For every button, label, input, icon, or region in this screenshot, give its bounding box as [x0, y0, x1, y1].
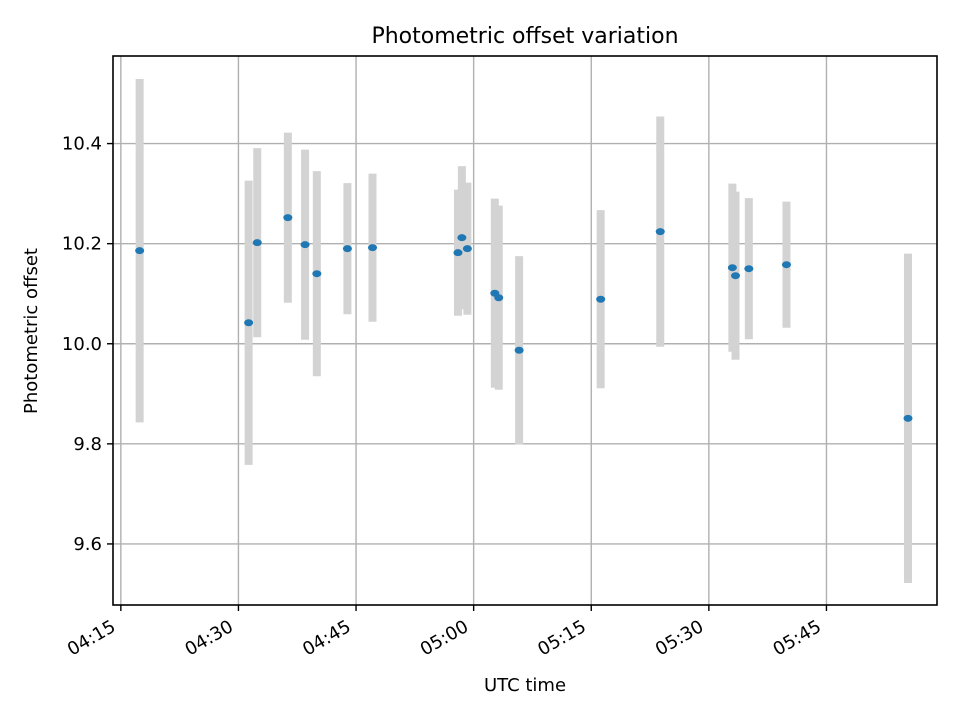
data-point	[494, 294, 504, 302]
y-tick-label: 10.0	[62, 334, 102, 355]
data-point	[731, 272, 741, 280]
x-tick-label: 04:45	[299, 616, 354, 660]
chart-title: Photometric offset variation	[371, 24, 678, 49]
data-point	[727, 264, 737, 272]
x-tick-label: 05:30	[652, 616, 707, 660]
data-point	[514, 346, 524, 354]
axis-ticks: 04:15 04:30 04:45 05:00 05:15 05:30 05:45 9.6 9.…	[62, 134, 828, 660]
y-tick-label: 10.2	[62, 234, 102, 255]
data-point	[368, 244, 378, 252]
data-point	[244, 319, 254, 327]
x-tick-label: 04:30	[182, 616, 237, 660]
data-point	[453, 249, 463, 257]
data-points	[135, 214, 913, 422]
x-tick-label: 04:15	[64, 616, 119, 660]
x-tick-label: 05:00	[417, 616, 472, 660]
grid	[113, 56, 937, 605]
y-axis-label: Photometric offset	[21, 248, 42, 414]
data-point	[596, 295, 606, 303]
data-point	[342, 245, 352, 253]
data-point	[781, 261, 791, 269]
data-point	[252, 239, 262, 247]
error-bars	[135, 79, 912, 583]
data-point	[312, 270, 322, 278]
data-point	[135, 247, 145, 255]
plot-frame	[112, 55, 938, 606]
data-point	[283, 214, 293, 222]
y-tick-label: 9.8	[73, 434, 102, 455]
x-tick-label: 05:15	[534, 616, 589, 660]
data-point	[300, 241, 310, 249]
data-point	[744, 265, 754, 273]
y-tick-label: 10.4	[62, 134, 102, 155]
data-point	[462, 245, 472, 253]
data-point	[903, 414, 913, 422]
y-tick-label: 9.6	[73, 534, 102, 555]
data-point	[457, 234, 467, 242]
x-axis-label: UTC time	[484, 675, 566, 696]
data-point	[655, 228, 665, 236]
x-tick-label: 05:45	[770, 616, 825, 660]
